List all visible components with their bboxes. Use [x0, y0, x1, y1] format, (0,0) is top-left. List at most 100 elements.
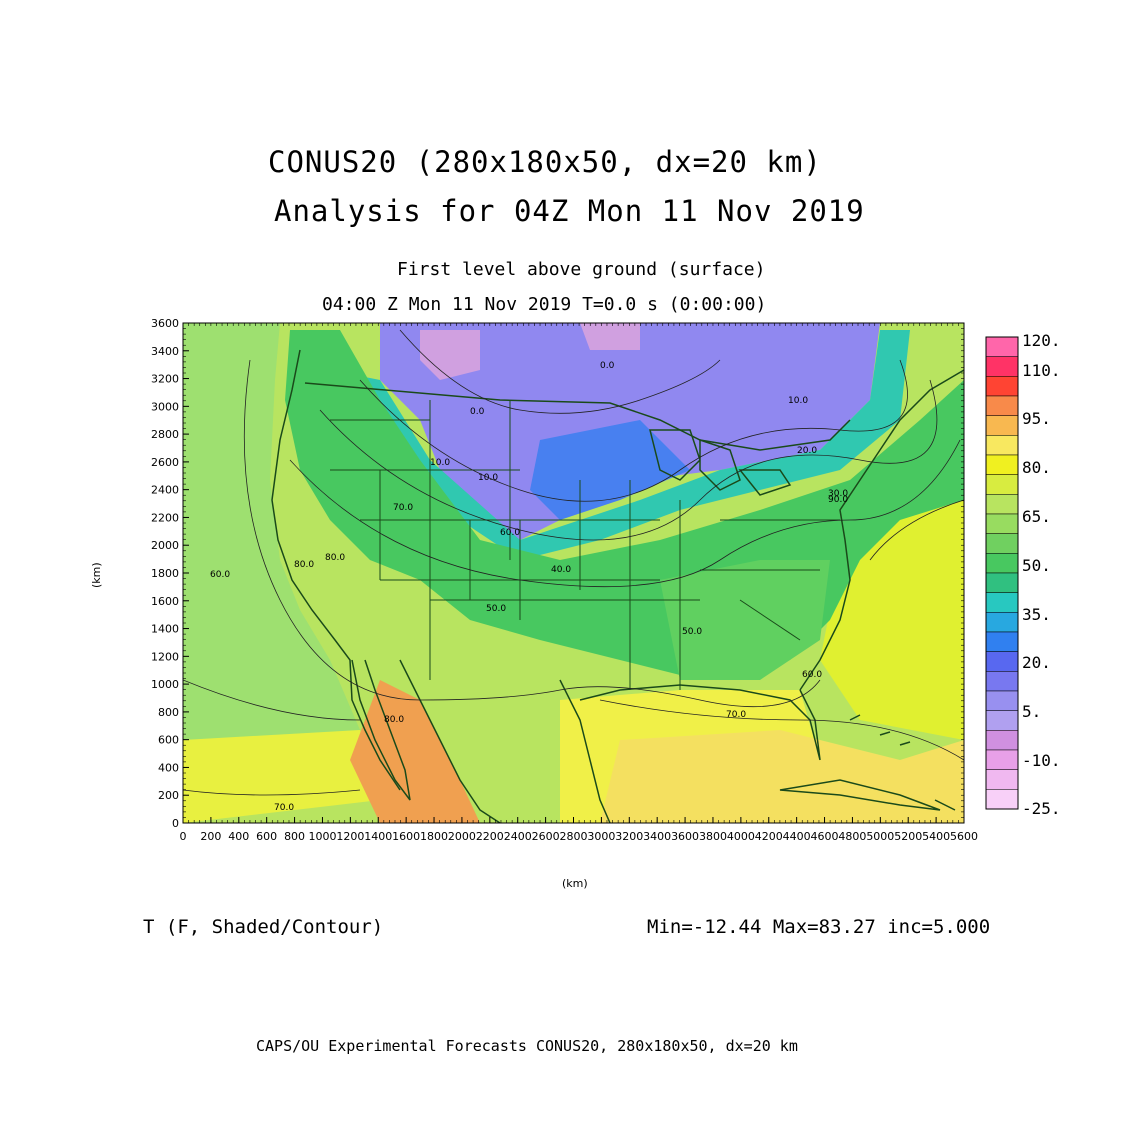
x-tick-label: 5400 — [922, 830, 950, 843]
contour-label: 20.0 — [797, 446, 817, 456]
colorbar-swatch — [985, 395, 1019, 416]
colorbar-label: 110. — [1022, 361, 1061, 380]
x-tick-label: 4800 — [838, 830, 866, 843]
temperature-region — [330, 330, 910, 560]
contour-line — [599, 699, 964, 761]
contour-label: 70.0 — [726, 710, 746, 720]
colorbar-label: 50. — [1022, 556, 1051, 575]
colorbar-swatch — [985, 356, 1019, 377]
y-axis: 3600340032003000280026002400220020001800… — [151, 317, 964, 830]
contour-line — [399, 329, 721, 414]
contour-labels: 0.0 0.0 10.0 10.0 10.0 20.0 30.0 40.0 50.0 50.0 60… — [210, 361, 848, 813]
y-tick-label: 1400 — [151, 623, 179, 636]
subtitle-level: First level above ground (surface) — [397, 259, 766, 280]
contour-label: 60.0 — [802, 670, 822, 680]
x-tick-label: 4000 — [727, 830, 755, 843]
x-tick-label: 800 — [284, 830, 305, 843]
x-tick-label: 1800 — [420, 830, 448, 843]
contour-line — [869, 499, 964, 561]
gulf-coast — [559, 679, 821, 823]
y-tick-label: 2600 — [151, 456, 179, 469]
temperature-region — [183, 323, 360, 760]
colorbar-swatch — [985, 572, 1019, 593]
x-tick-label: 2000 — [448, 830, 476, 843]
colorbar-swatch — [985, 690, 1019, 711]
colorbar-swatch — [985, 435, 1019, 456]
contour-label: 40.0 — [551, 565, 571, 575]
contour-line — [319, 379, 938, 541]
contour-label: 0.0 — [470, 407, 485, 417]
subtitle-time: 04:00 Z Mon 11 Nov 2019 T=0.0 s (0:00:00… — [322, 294, 767, 315]
chart-title-line1: CONUS20 (280x180x50, dx=20 km) — [268, 145, 822, 179]
x-tick-label: 1200 — [336, 830, 364, 843]
x-tick-label: 3400 — [643, 830, 671, 843]
contour-label: 0.0 — [600, 361, 615, 371]
contour-label: 50.0 — [682, 627, 702, 637]
colorbar-label: -25. — [1022, 799, 1061, 818]
temperature-region — [530, 420, 690, 520]
colorbar-swatch — [985, 710, 1019, 731]
contour-label: 10.0 — [478, 473, 498, 483]
great-lakes — [649, 429, 792, 496]
colorbar-swatch — [985, 376, 1019, 397]
contour-label: 30.0 — [828, 489, 848, 499]
y-tick-label: 2200 — [151, 511, 179, 524]
colorbar-swatch — [985, 474, 1019, 495]
y-tick-label: 3400 — [151, 345, 179, 358]
colorbar-swatch — [985, 415, 1019, 436]
contour-line — [289, 439, 961, 588]
colorbar-label: 20. — [1022, 653, 1051, 672]
east-coastline — [799, 369, 964, 691]
colorbar-swatch — [985, 454, 1019, 475]
contour-label: 80.0 — [294, 560, 314, 570]
y-tick-label: 3000 — [151, 400, 179, 413]
x-tick-label: 3000 — [587, 830, 615, 843]
contour-label: 60.0 — [500, 528, 520, 538]
caribbean-islands — [849, 714, 956, 811]
contour-label: 10.0 — [788, 396, 808, 406]
credit-line: CAPS/OU Experimental Forecasts CONUS20, … — [256, 1037, 798, 1055]
colorbar-swatch — [985, 592, 1019, 613]
mexico-coast — [399, 659, 501, 823]
field-label: T (F, Shaded/Contour) — [143, 916, 384, 938]
colorbar-label: -10. — [1022, 751, 1061, 770]
colorbar-swatch — [985, 553, 1019, 574]
x-tick-label: 5200 — [894, 830, 922, 843]
colorbar-swatch — [985, 769, 1019, 790]
x-tick-label: 4600 — [811, 830, 839, 843]
x-tick-label: 3600 — [671, 830, 699, 843]
colorbar-label: 5. — [1022, 702, 1041, 721]
y-tick-label: 3200 — [151, 373, 179, 386]
colorbar-swatch — [985, 631, 1019, 652]
colorbar-swatch — [985, 730, 1019, 751]
contour-label: 10.0 — [430, 458, 450, 468]
map-fill — [183, 323, 964, 823]
x-axis: 0 200 400 600 800 1000 1200 1400 1600 1800 2000 220… — [180, 323, 978, 843]
contour-label: 50.0 — [486, 604, 506, 614]
colorbar-label: 65. — [1022, 507, 1051, 526]
y-tick-label: 1800 — [151, 567, 179, 580]
colorbar-label: 35. — [1022, 605, 1051, 624]
colorbar-swatch — [985, 533, 1019, 554]
map-outlines — [271, 349, 964, 823]
x-tick-label: 5600 — [950, 830, 978, 843]
colorbar-swatch — [985, 612, 1019, 633]
y-tick-label: 3600 — [151, 317, 179, 330]
colorbar-label: 120. — [1022, 331, 1061, 350]
contour-line — [243, 359, 821, 708]
x-tick-label: 0 — [180, 830, 187, 843]
color-legend: 120. 110. 95. 80. 65. 50. 35. 20. 5. -10. -25. — [985, 331, 1061, 818]
y-tick-label: 1000 — [151, 678, 179, 691]
y-tick-label: 1200 — [151, 650, 179, 663]
contour-label: 80.0 — [384, 715, 404, 725]
x-tick-label: 400 — [228, 830, 249, 843]
cuba-outline — [779, 779, 941, 811]
colorbar-label: 80. — [1022, 458, 1051, 477]
y-tick-label: 2800 — [151, 428, 179, 441]
x-tick-label: 3800 — [699, 830, 727, 843]
colorbar-swatch — [985, 789, 1019, 810]
x-tick-label: 600 — [256, 830, 277, 843]
temperature-region — [420, 330, 480, 380]
contour-label: 70.0 — [274, 803, 294, 813]
